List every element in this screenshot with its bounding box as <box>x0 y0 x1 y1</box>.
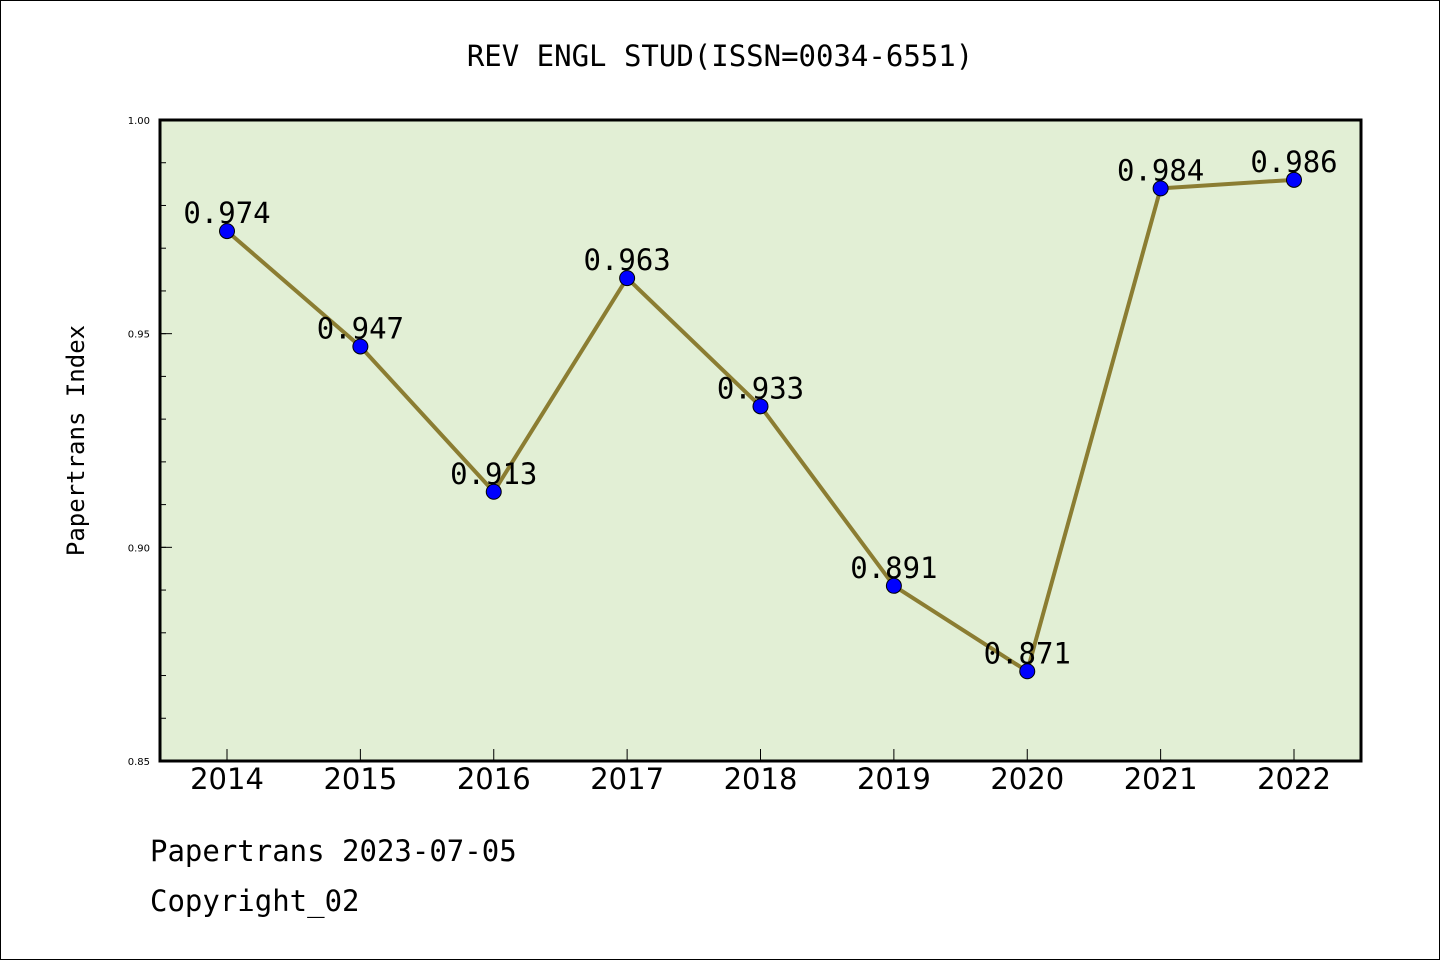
x-tick-label: 2018 <box>724 762 798 796</box>
data-label: 0.933 <box>717 371 804 405</box>
y-axis-label: Papertrans Index <box>62 325 90 556</box>
y-tick-label: 0.95 <box>128 330 150 341</box>
chart-title: REV ENGL STUD(ISSN=0034-6551) <box>467 39 973 73</box>
plot-area: 0.85 0.90 0.95 1.00 2014 2015 2016 2017 2018 2019… <box>128 116 1363 796</box>
y-tick-label: 1.00 <box>128 116 150 127</box>
data-point <box>752 398 769 415</box>
data-point <box>219 223 235 240</box>
data-point <box>1019 663 1036 680</box>
x-tick-label: 2022 <box>1257 762 1331 796</box>
data-point <box>485 483 502 500</box>
data-point <box>619 270 636 287</box>
footer-date: Papertrans 2023-07-05 <box>150 834 517 868</box>
x-tick-label: 2014 <box>190 762 264 796</box>
data-label: 0.984 <box>1117 153 1204 187</box>
data-label: 0.974 <box>183 196 270 230</box>
y-tick-label: 0.90 <box>128 543 150 554</box>
x-tick-label: 2019 <box>857 762 931 796</box>
data-label: 0.947 <box>317 311 404 345</box>
plot-background <box>160 120 1361 761</box>
x-tick-label: 2020 <box>990 762 1064 796</box>
x-tick-label: 2021 <box>1124 762 1198 796</box>
x-tick-label: 2017 <box>590 762 664 796</box>
plot-border <box>158 118 1363 763</box>
x-tick-label: 2015 <box>323 762 397 796</box>
data-point <box>352 338 369 355</box>
data-label: 0.891 <box>850 551 937 585</box>
data-label: 0.913 <box>450 457 537 491</box>
y-tick-label: 0.85 <box>128 757 150 768</box>
data-point <box>1286 171 1302 188</box>
data-point <box>1152 180 1169 197</box>
data-label: 0.986 <box>1250 145 1337 179</box>
x-tick-label: 2016 <box>457 762 531 796</box>
data-label: 0.871 <box>984 636 1071 670</box>
data-point <box>885 577 902 594</box>
data-label: 0.963 <box>583 243 670 277</box>
footer-copyright: Copyright_02 <box>150 884 360 918</box>
